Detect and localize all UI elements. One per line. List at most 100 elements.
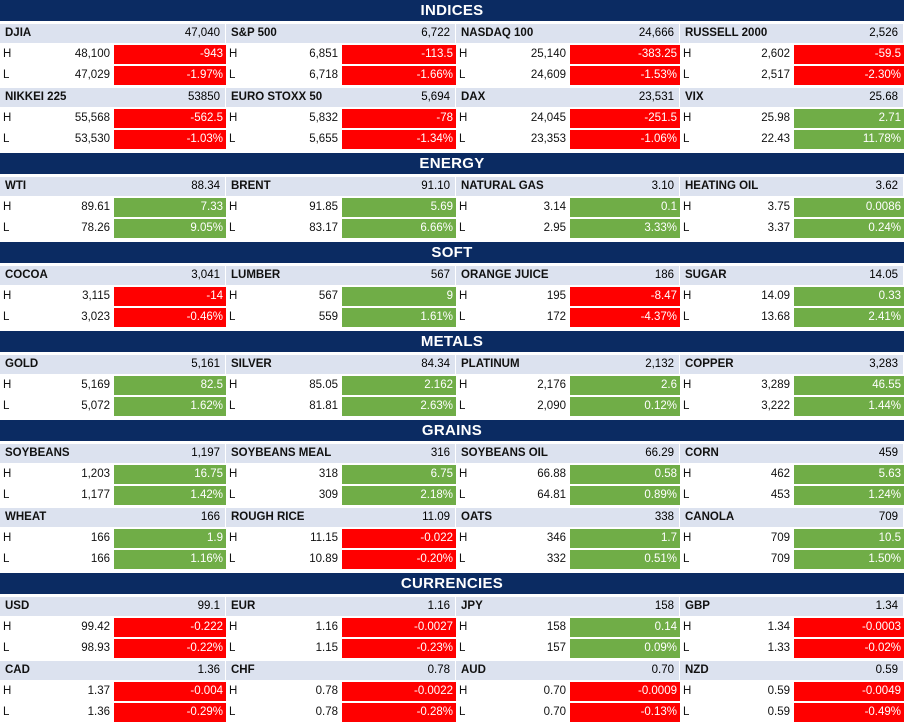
change-percent: 1.16% <box>114 550 226 569</box>
instrument-name: USD <box>5 600 30 612</box>
instrument-name-row[interactable]: SUGAR 14.05 <box>680 266 904 285</box>
instrument-price: 23,531 <box>638 91 674 103</box>
high-label: H <box>0 618 20 637</box>
instrument-name: GBP <box>685 600 710 612</box>
instrument-price: 166 <box>200 511 220 523</box>
instrument-name-row[interactable]: EURO STOXX 50 5,694 <box>226 88 456 107</box>
instrument-name-row[interactable]: WTI 88.34 <box>0 177 226 196</box>
low-label: L <box>226 550 246 569</box>
low-label: L <box>456 308 476 327</box>
instrument-name-row[interactable]: CHF 0.78 <box>226 661 456 680</box>
change-value: 46.55 <box>794 376 904 395</box>
instrument-price: 0.70 <box>651 664 674 676</box>
high-value: 91.85 <box>246 198 342 217</box>
instrument-price: 91.10 <box>421 180 450 192</box>
instrument-name-row[interactable]: LUMBER 567 <box>226 266 456 285</box>
instrument-name-row[interactable]: BRENT 91.10 <box>226 177 456 196</box>
instrument-name-row[interactable]: NZD 0.59 <box>680 661 904 680</box>
high-label: H <box>456 45 476 64</box>
high-label: H <box>680 376 700 395</box>
instrument-name-row[interactable]: SOYBEANS 1,197 <box>0 444 226 463</box>
instrument-name: CHF <box>231 664 255 676</box>
high-value: 1.16 <box>246 618 342 637</box>
high-value: 5,169 <box>20 376 114 395</box>
instrument-name-row[interactable]: JPY 158 <box>456 597 680 616</box>
low-value: 53,530 <box>20 130 114 149</box>
instrument-name-row[interactable]: COPPER 3,283 <box>680 355 904 374</box>
low-value: 172 <box>476 308 570 327</box>
low-label: L <box>456 550 476 569</box>
instrument-name-row[interactable]: PLATINUM 2,132 <box>456 355 680 374</box>
instrument-price: 47,040 <box>184 27 220 39</box>
change-value: -113.5 <box>342 45 456 64</box>
high-value: 3.14 <box>476 198 570 217</box>
instrument-name-row[interactable]: NASDAQ 100 24,666 <box>456 24 680 43</box>
instrument-name-row[interactable]: AUD 0.70 <box>456 661 680 680</box>
low-value: 6,718 <box>246 66 342 85</box>
change-value: 16.75 <box>114 465 226 484</box>
low-label: L <box>0 703 20 722</box>
low-label: L <box>0 130 20 149</box>
high-label: H <box>680 198 700 217</box>
instrument-name-row[interactable]: COCOA 3,041 <box>0 266 226 285</box>
high-label: H <box>0 465 20 484</box>
instrument-name: CORN <box>685 447 719 459</box>
high-value: 11.15 <box>246 529 342 548</box>
instrument-name-row[interactable]: OATS 338 <box>456 508 680 527</box>
high-value: 158 <box>476 618 570 637</box>
high-value: 2,176 <box>476 376 570 395</box>
instrument-price: 1,197 <box>191 447 220 459</box>
instrument-price: 709 <box>878 511 898 523</box>
instrument-name-row[interactable]: CANOLA 709 <box>680 508 904 527</box>
change-percent: 6.66% <box>342 219 456 238</box>
high-label: H <box>226 618 246 637</box>
change-value: 0.0086 <box>794 198 904 217</box>
section-header-currencies: CURRENCIES <box>0 573 904 594</box>
instrument-name-row[interactable]: USD 99.1 <box>0 597 226 616</box>
instrument-name-row[interactable]: CAD 1.36 <box>0 661 226 680</box>
instrument-name-row[interactable]: NIKKEI 225 53850 <box>0 88 226 107</box>
change-percent: 0.09% <box>570 639 680 658</box>
change-value: 2.162 <box>342 376 456 395</box>
high-value: 55,568 <box>20 109 114 128</box>
change-value: 2.6 <box>570 376 680 395</box>
instrument-name-row[interactable]: ROUGH RICE 11.09 <box>226 508 456 527</box>
high-value: 709 <box>700 529 794 548</box>
instrument-name-row[interactable]: WHEAT 166 <box>0 508 226 527</box>
instrument-name-row[interactable]: CORN 459 <box>680 444 904 463</box>
instrument-name-row[interactable]: NATURAL GAS 3.10 <box>456 177 680 196</box>
instrument-name: SILVER <box>231 358 272 370</box>
instrument-name: ORANGE JUICE <box>461 269 549 281</box>
high-value: 166 <box>20 529 114 548</box>
instrument-name-row[interactable]: EUR 1.16 <box>226 597 456 616</box>
instrument-name-row[interactable]: ORANGE JUICE 186 <box>456 266 680 285</box>
instrument-name-row[interactable]: S&P 500 6,722 <box>226 24 456 43</box>
change-percent: -1.34% <box>342 130 456 149</box>
low-value: 3,023 <box>20 308 114 327</box>
instrument-name-row[interactable]: SOYBEANS OIL 66.29 <box>456 444 680 463</box>
low-value: 2.95 <box>476 219 570 238</box>
change-percent: 3.33% <box>570 219 680 238</box>
change-percent: -0.20% <box>342 550 456 569</box>
instrument-name-row[interactable]: GOLD 5,161 <box>0 355 226 374</box>
change-value: 6.75 <box>342 465 456 484</box>
instrument-name-row[interactable]: HEATING OIL 3.62 <box>680 177 904 196</box>
change-percent: 1.61% <box>342 308 456 327</box>
instrument-name-row[interactable]: GBP 1.34 <box>680 597 904 616</box>
high-label: H <box>226 465 246 484</box>
section-header-metals: METALS <box>0 331 904 352</box>
change-value: 1.9 <box>114 529 226 548</box>
instrument-name-row[interactable]: SILVER 84.34 <box>226 355 456 374</box>
instrument-name-row[interactable]: SOYBEANS MEAL 316 <box>226 444 456 463</box>
instrument-name-row[interactable]: DJIA 47,040 <box>0 24 226 43</box>
high-label: H <box>0 376 20 395</box>
instrument-name: OATS <box>461 511 493 523</box>
high-label: H <box>680 682 700 701</box>
instrument-name-row[interactable]: VIX 25.68 <box>680 88 904 107</box>
instrument-name: NZD <box>685 664 709 676</box>
instrument-name-row[interactable]: RUSSELL 2000 2,526 <box>680 24 904 43</box>
instrument-name-row[interactable]: DAX 23,531 <box>456 88 680 107</box>
change-percent: -0.23% <box>342 639 456 658</box>
high-label: H <box>226 198 246 217</box>
